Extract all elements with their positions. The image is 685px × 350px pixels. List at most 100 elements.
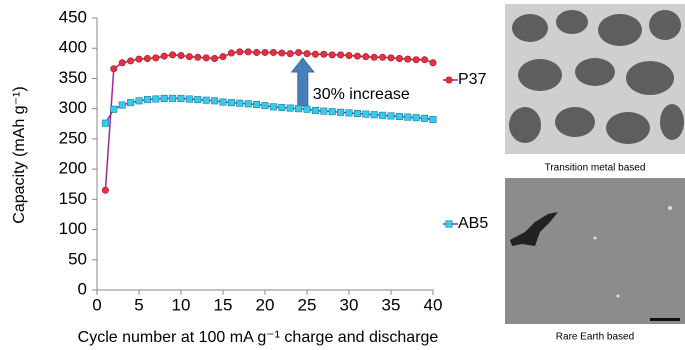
y-tick-label: 400 (59, 38, 87, 57)
x-tick-label: 40 (424, 295, 443, 314)
point (253, 101, 259, 107)
point (127, 99, 133, 105)
point (304, 106, 310, 112)
point (371, 54, 377, 60)
point (371, 112, 377, 118)
point (102, 120, 108, 126)
point (279, 50, 285, 56)
point (405, 114, 411, 120)
y-tick-label: 450 (59, 7, 87, 26)
point (312, 107, 318, 113)
grain (518, 59, 562, 91)
grain (626, 61, 674, 95)
point (346, 52, 352, 58)
point (161, 95, 167, 101)
point (153, 55, 159, 61)
point (111, 106, 117, 112)
point (161, 53, 167, 59)
series-line (105, 52, 433, 190)
point (237, 100, 243, 106)
point (245, 101, 251, 107)
point (413, 115, 419, 121)
legend-marker (446, 77, 452, 83)
point (354, 53, 360, 59)
point (262, 49, 268, 55)
point (337, 52, 343, 58)
point (379, 112, 385, 118)
point (270, 104, 276, 110)
image-caption: Rare Earth based (556, 332, 634, 343)
point (169, 95, 175, 101)
point (111, 66, 117, 72)
legend-label: AB5 (458, 215, 488, 232)
grain (509, 107, 541, 143)
point (396, 55, 402, 61)
point (136, 98, 142, 104)
page: Capacity (mAh g⁻¹) Cycle number at 100 m… (0, 0, 685, 350)
point (405, 56, 411, 62)
grain (649, 10, 681, 40)
point (186, 53, 192, 59)
point (127, 58, 133, 64)
speck (668, 206, 672, 210)
grain (555, 107, 595, 137)
point (211, 98, 217, 104)
y-tick-label: 100 (59, 219, 87, 238)
grain (512, 14, 548, 42)
point (413, 57, 419, 63)
point (220, 99, 226, 105)
point (396, 113, 402, 119)
annotation: 30% increase (313, 86, 410, 103)
x-tick-label: 10 (172, 295, 191, 314)
point (287, 50, 293, 56)
point (279, 104, 285, 110)
point (228, 99, 234, 105)
speck (617, 295, 620, 298)
x-tick-label: 20 (256, 295, 275, 314)
point (304, 50, 310, 56)
point (346, 110, 352, 116)
image-caption: Transition metal based (545, 163, 646, 174)
point (153, 96, 159, 102)
point (119, 102, 125, 108)
image-bg (505, 178, 685, 324)
x-tick-label: 25 (298, 295, 317, 314)
point (329, 108, 335, 114)
point (119, 60, 125, 66)
image-transition-metal (505, 4, 685, 154)
x-tick-label: 5 (134, 295, 143, 314)
point (203, 55, 209, 61)
point (329, 52, 335, 58)
point (253, 49, 259, 55)
point (321, 108, 327, 114)
x-tick-label: 0 (92, 295, 101, 314)
point (144, 96, 150, 102)
x-axis-label: Cycle number at 100 mA g⁻¹ charge and di… (78, 329, 439, 346)
image-rare-earth (505, 178, 685, 324)
speck (594, 237, 597, 240)
y-tick-label: 150 (59, 189, 87, 208)
y-tick-label: 300 (59, 98, 87, 117)
point (270, 49, 276, 55)
scale-bar (650, 318, 680, 321)
y-tick-label: 250 (59, 128, 87, 147)
point (262, 102, 268, 108)
point (295, 49, 301, 55)
point (354, 110, 360, 116)
point (363, 53, 369, 59)
point (220, 53, 226, 59)
y-tick-label: 50 (68, 249, 87, 268)
point (421, 57, 427, 63)
point (136, 56, 142, 62)
legend-label: P37 (458, 71, 487, 88)
grain (575, 58, 615, 86)
y-tick-label: 0 (78, 279, 87, 298)
grain (556, 10, 588, 34)
point (388, 55, 394, 61)
point (102, 187, 108, 193)
point (245, 49, 251, 55)
x-tick-label: 15 (214, 295, 233, 314)
point (203, 97, 209, 103)
point (195, 96, 201, 102)
arrow (292, 58, 314, 106)
